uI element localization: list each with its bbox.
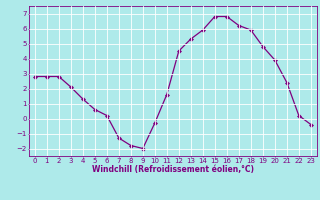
X-axis label: Windchill (Refroidissement éolien,°C): Windchill (Refroidissement éolien,°C) — [92, 165, 254, 174]
